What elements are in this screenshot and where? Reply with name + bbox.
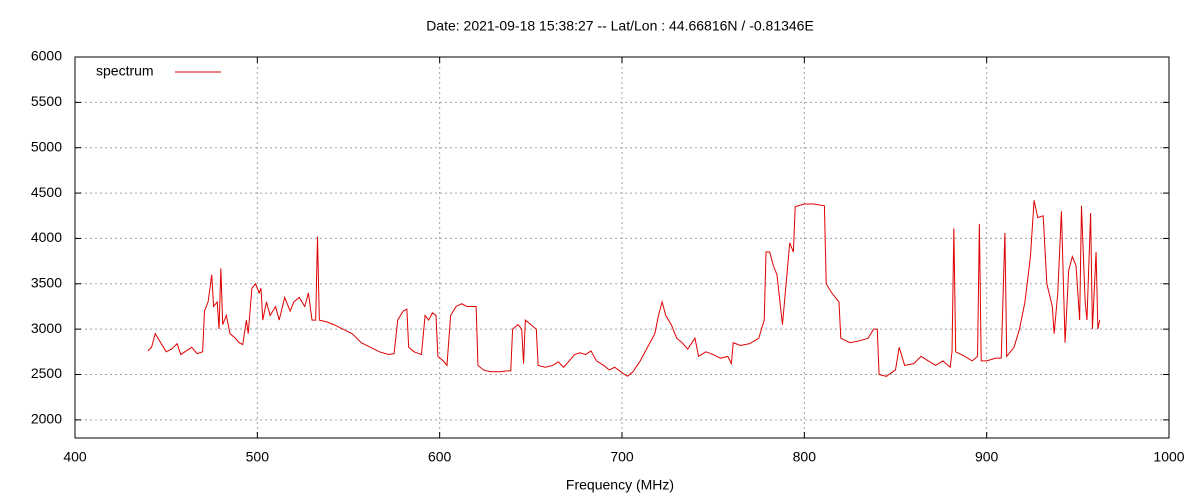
y-tick-label: 5500 [31, 93, 62, 109]
x-tick-label: 400 [63, 449, 87, 465]
x-tick-label: 1000 [1153, 449, 1184, 465]
y-tick-label: 2000 [31, 411, 62, 427]
y-tick-label: 4500 [31, 184, 62, 200]
plot-frame [74, 56, 1170, 439]
y-tick-label: 5000 [31, 138, 62, 154]
y-tick-label: 6000 [31, 48, 62, 64]
x-tick-label: 700 [610, 449, 634, 465]
x-tick-label: 500 [246, 449, 270, 465]
chart-title: Date: 2021-09-18 15:38:27 -- Lat/Lon : 4… [426, 18, 814, 34]
legend-label: spectrum [96, 63, 154, 79]
x-axis-label: Frequency (MHz) [566, 477, 674, 493]
x-tick-label: 800 [793, 449, 817, 465]
x-tick-label: 900 [975, 449, 999, 465]
y-tick-label: 3500 [31, 274, 62, 290]
y-tick-label: 3000 [31, 320, 62, 336]
x-tick-label: 600 [428, 449, 452, 465]
data-line [147, 200, 1101, 377]
y-tick-label: 4000 [31, 229, 62, 245]
y-tick-label: 2500 [31, 365, 62, 381]
